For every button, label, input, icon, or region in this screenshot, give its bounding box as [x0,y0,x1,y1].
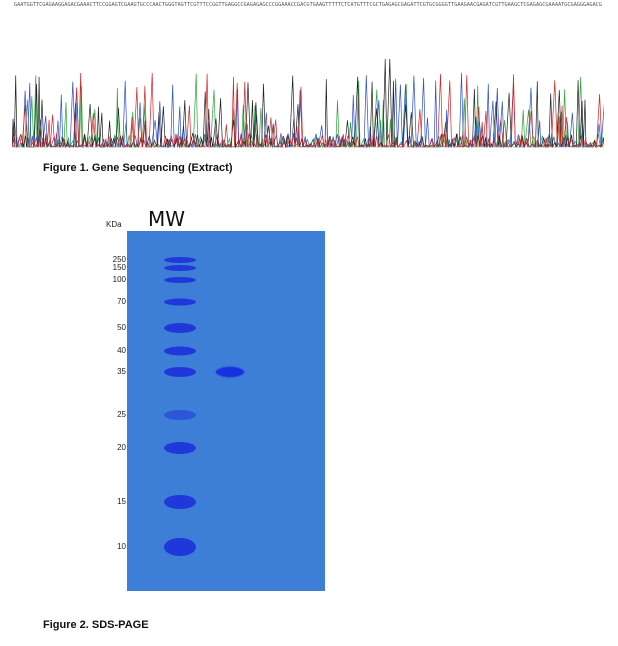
ladder-band-100 [164,277,196,283]
ladder-band-35 [164,367,196,377]
kda-tick-label: 150 [112,263,126,272]
figure1-caption: Figure 1. Gene Sequencing (Extract) [43,162,233,174]
chromatogram-trace [12,58,604,149]
sds-page-figure: KDa MW 250 150 100 70 50 40 35 25 20 15 10 [100,205,330,595]
gel-background [127,231,325,591]
sample-band-core [216,367,244,377]
kda-tick-label: 70 [117,297,126,306]
kda-tick-label: 50 [117,323,126,332]
ladder-band-25 [164,410,196,420]
ladder-band-70 [164,298,196,306]
gel-image [127,231,325,591]
figure2-caption: Figure 2. SDS-PAGE [43,619,149,631]
ladder-band-250 [164,257,196,263]
ladder-band-10 [164,538,196,556]
kda-tick-label: 100 [112,275,126,284]
kda-tick-label: 15 [117,497,126,506]
ladder-band-40 [164,346,196,356]
sequence-letters: GAATGGTTCGAGAAGGAGACGAAACTTCCGGAGTCGAAGT… [14,2,602,8]
kda-tick-label: 10 [117,542,126,551]
kda-tick-label: 20 [117,443,126,452]
ladder-band-50 [164,323,196,333]
kda-unit-label: KDa [106,220,122,229]
kda-tick-label: 250 [112,255,126,264]
sequence-string: GAATGGTTCGAGAAGGAGACGAAACTTCCGGAGTCGAAGT… [14,2,602,8]
ladder-band-20 [164,442,196,454]
kda-tick-label: 35 [117,367,126,376]
ladder-band-150 [164,265,196,271]
kda-tick-label: 25 [117,410,126,419]
trace-a [12,73,604,149]
ladder-band-15 [164,495,196,509]
trace-t [12,72,604,149]
kda-tick-label: 40 [117,346,126,355]
mw-label: MW [148,207,186,231]
